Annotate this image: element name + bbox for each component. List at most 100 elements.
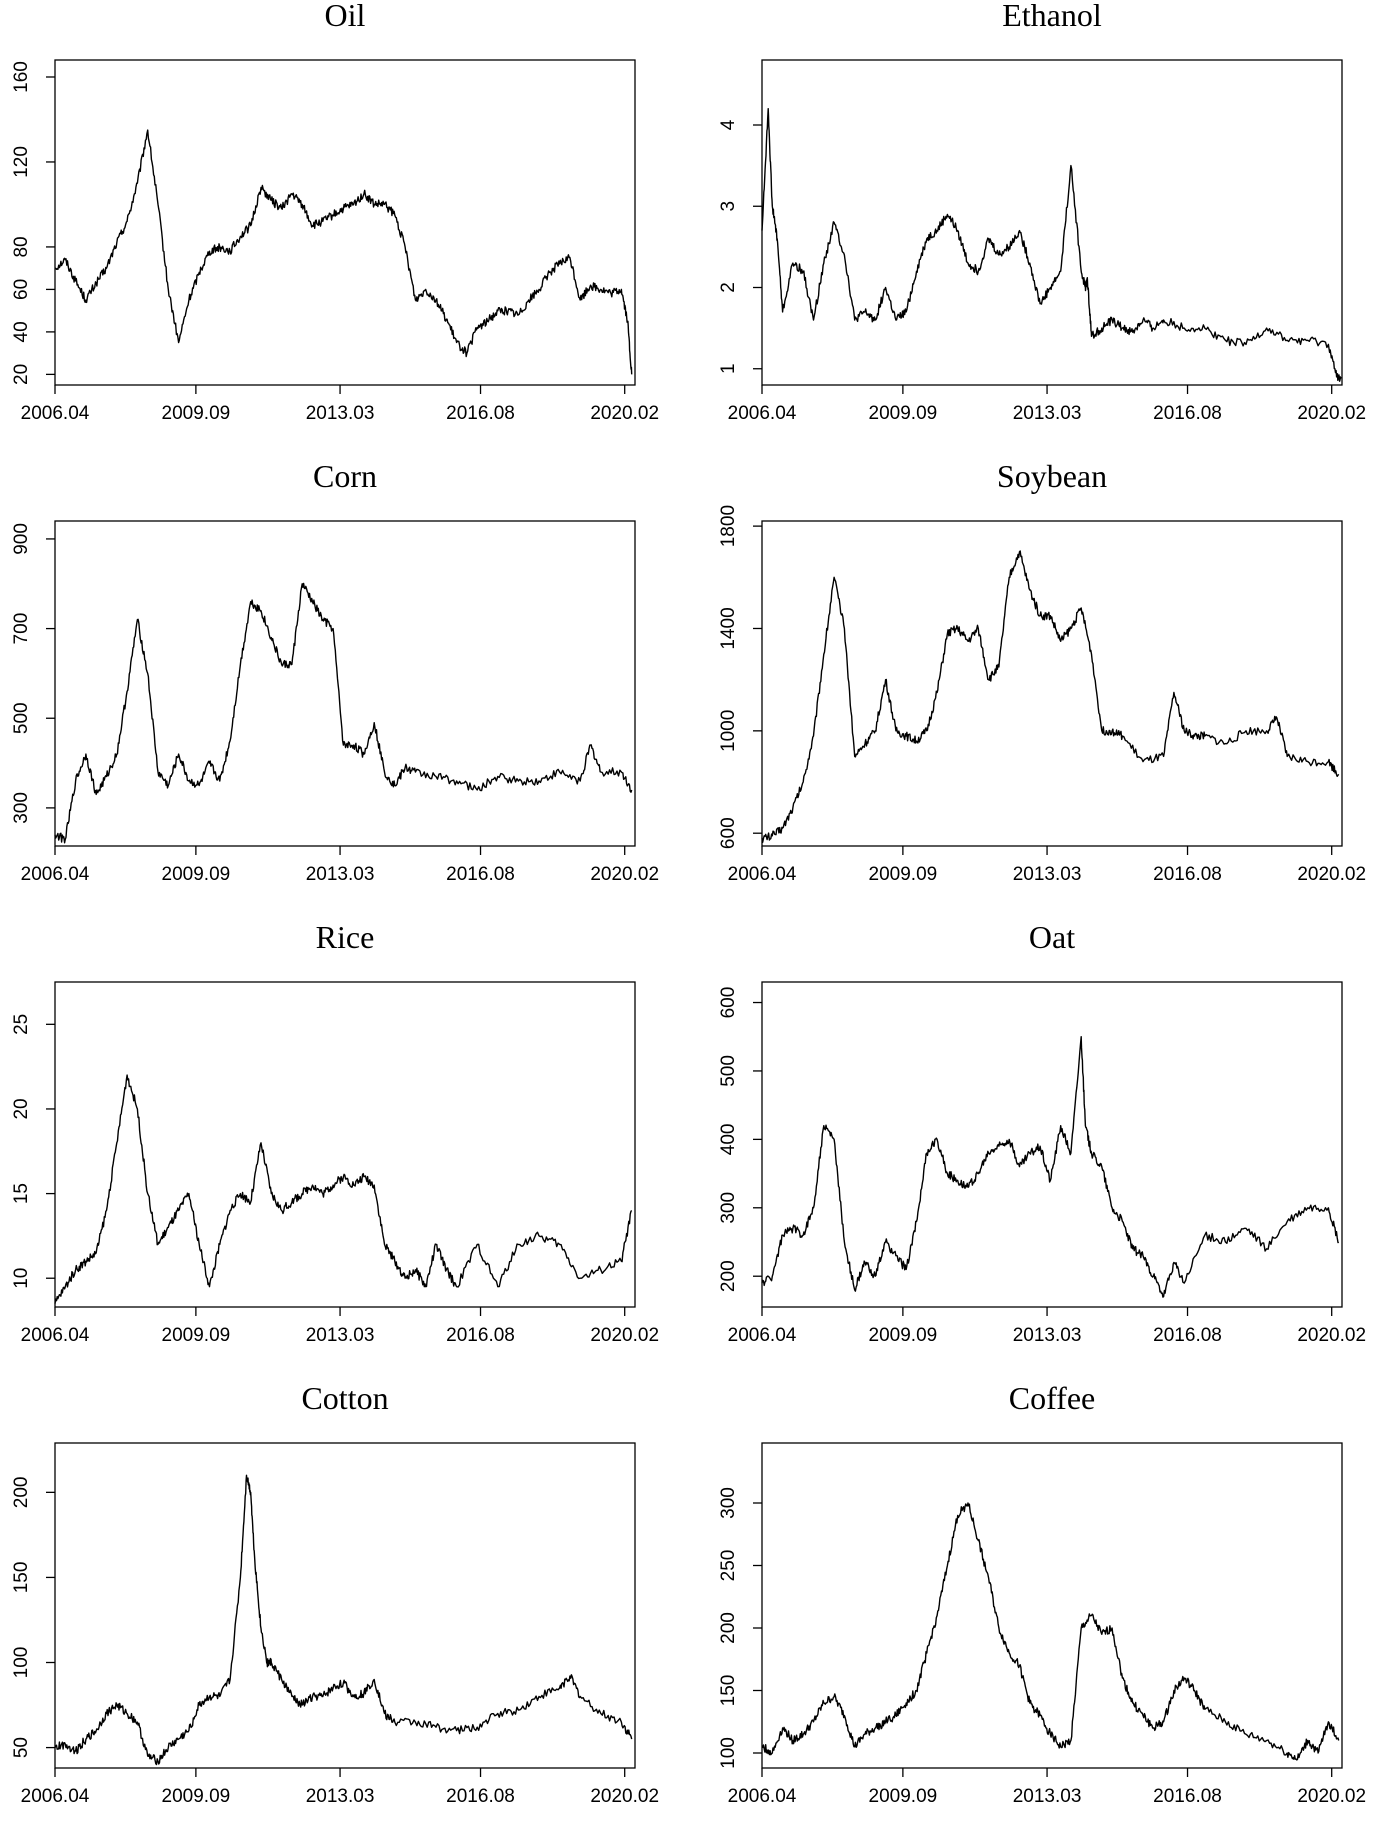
chart-1-x-tick-label-4: 2020.02 <box>1297 403 1366 424</box>
chart-0-x-tick-label-1: 2009.09 <box>162 403 231 424</box>
chart-6: Cotton 50 100 150 200 2006.04 2009.09 2013.03 20… <box>11 1380 659 1807</box>
chart-4-y-tick-label-0: 10 <box>11 1268 32 1289</box>
chart-0-y-tick-label-0: 20 <box>11 364 32 385</box>
chart-5-y-tick-label-1: 300 <box>718 1192 739 1224</box>
chart-5-x-tick-label-1: 2009.09 <box>869 1325 938 1346</box>
chart-7-x-tick-label-2: 2013.03 <box>1013 1786 1082 1807</box>
chart-6-x-tick-label-0: 2006.04 <box>21 1786 90 1807</box>
chart-6-frame <box>54 1442 636 1769</box>
chart-1-x-tick-label-3: 2016.08 <box>1153 403 1222 424</box>
chart-1-y-tick-label-0: 1 <box>718 363 739 374</box>
chart-0-y-tick-label-4: 120 <box>11 146 32 178</box>
chart-7-y-tick-label-0: 100 <box>718 1737 739 1769</box>
chart-6-y-tick-label-2: 150 <box>11 1562 32 1594</box>
chart-2-y-tick-label-0: 300 <box>11 792 32 824</box>
chart-7-x-tick-label-4: 2020.02 <box>1297 1786 1366 1807</box>
chart-7-y-tick-label-1: 150 <box>718 1675 739 1707</box>
chart-6-y-tick-label-1: 100 <box>11 1647 32 1679</box>
chart-5: Oat 200 300 400 500 600 2006.04 2009.09 2013.03 2… <box>718 919 1366 1346</box>
chart-5-y-tick-label-2: 400 <box>718 1124 739 1156</box>
chart-3-y-tick-label-0: 600 <box>718 817 739 849</box>
chart-3-x-tick-label-3: 2016.08 <box>1153 864 1222 885</box>
chart-2: Corn 300 500 700 900 2006.04 2009.09 2013.03 201… <box>11 458 659 885</box>
chart-0-x-tick-label-3: 2016.08 <box>446 403 515 424</box>
chart-1-y-tick-label-2: 3 <box>718 201 739 212</box>
chart-7-series-line <box>761 1502 1340 1761</box>
chart-0-title: Oil <box>325 0 366 33</box>
chart-4-x-tick-label-4: 2020.02 <box>590 1325 659 1346</box>
chart-7-x-tick-label-3: 2016.08 <box>1153 1786 1222 1807</box>
chart-2-x-tick-label-3: 2016.08 <box>446 864 515 885</box>
chart-7: Coffee 100 150 200 250 300 2006.04 2009.09 2013.… <box>718 1380 1366 1807</box>
chart-6-x-tick-label-4: 2020.02 <box>590 1786 659 1807</box>
chart-7-x-tick-label-0: 2006.04 <box>728 1786 797 1807</box>
chart-5-x-tick-label-0: 2006.04 <box>728 1325 797 1346</box>
chart-1-series-line <box>761 107 1342 382</box>
chart-4-y-tick-label-3: 25 <box>11 1014 32 1035</box>
chart-6-x-tick-label-3: 2016.08 <box>446 1786 515 1807</box>
chart-2-x-tick-label-1: 2009.09 <box>162 864 231 885</box>
chart-4-x-tick-label-2: 2013.03 <box>306 1325 375 1346</box>
chart-0-y-tick-label-2: 60 <box>11 279 32 300</box>
chart-5-x-tick-label-2: 2013.03 <box>1013 1325 1082 1346</box>
chart-3-x-tick-label-4: 2020.02 <box>1297 864 1366 885</box>
chart-4-y-tick-label-1: 15 <box>11 1183 32 1204</box>
chart-6-series-line <box>54 1474 633 1766</box>
chart-3: Soybean 600 1000 1400 1800 2006.04 2009.09 2013… <box>718 458 1366 885</box>
chart-2-frame <box>54 520 636 847</box>
chart-0-x-tick-label-2: 2013.03 <box>306 403 375 424</box>
chart-7-frame <box>761 1442 1343 1769</box>
chart-3-y-tick-label-2: 1400 <box>718 607 739 649</box>
chart-2-y-tick-label-1: 500 <box>11 702 32 734</box>
chart-6-x-tick-label-2: 2013.03 <box>306 1786 375 1807</box>
chart-3-x-tick-label-1: 2009.09 <box>869 864 938 885</box>
chart-3-x-tick-label-2: 2013.03 <box>1013 864 1082 885</box>
chart-3-y-tick-label-1: 1000 <box>718 710 739 752</box>
chart-6-x-tick-label-1: 2009.09 <box>162 1786 231 1807</box>
chart-6-y-tick-label-0: 50 <box>11 1737 32 1758</box>
chart-6-y-tick-label-3: 200 <box>11 1476 32 1508</box>
chart-0-y-tick-label-5: 160 <box>11 61 32 93</box>
chart-7-y-tick-label-3: 250 <box>718 1550 739 1582</box>
chart-2-y-tick-label-3: 900 <box>11 523 32 555</box>
chart-3-series-line <box>761 550 1340 843</box>
chart-0-x-tick-label-0: 2006.04 <box>21 403 90 424</box>
chart-3-x-tick-label-0: 2006.04 <box>728 864 797 885</box>
chart-1-y-tick-label-1: 2 <box>718 282 739 293</box>
chart-5-y-tick-label-0: 200 <box>718 1260 739 1292</box>
chart-5-frame <box>761 981 1343 1308</box>
chart-7-y-tick-label-2: 200 <box>718 1612 739 1644</box>
chart-6-title: Cotton <box>301 1380 388 1416</box>
chart-4-frame <box>54 981 636 1308</box>
chart-4-x-tick-label-1: 2009.09 <box>162 1325 231 1346</box>
chart-5-y-tick-label-4: 600 <box>718 987 739 1019</box>
chart-4-y-tick-label-2: 20 <box>11 1098 32 1119</box>
chart-4-x-tick-label-3: 2016.08 <box>446 1325 515 1346</box>
chart-0-frame <box>54 59 636 386</box>
chart-1-frame <box>761 59 1343 386</box>
chart-2-x-tick-label-2: 2013.03 <box>306 864 375 885</box>
chart-1-title: Ethanol <box>1002 0 1102 33</box>
chart-4: Rice 10 15 20 25 2006.04 2009.09 2013.03 2016.08… <box>11 919 659 1346</box>
chart-7-title: Coffee <box>1009 1380 1095 1416</box>
chart-4-series-line <box>54 1074 633 1304</box>
chart-0: Oil 20 40 60 80 120 160 2006.04 2009.09 2013.03 20… <box>11 0 659 424</box>
chart-5-y-tick-label-3: 500 <box>718 1055 739 1087</box>
chart-3-frame <box>761 520 1343 847</box>
chart-5-x-tick-label-4: 2020.02 <box>1297 1325 1366 1346</box>
chart-1-x-tick-label-0: 2006.04 <box>728 403 797 424</box>
chart-2-y-tick-label-2: 700 <box>11 613 32 645</box>
chart-3-y-tick-label-3: 1800 <box>718 505 739 547</box>
chart-7-x-tick-label-1: 2009.09 <box>869 1786 938 1807</box>
chart-2-x-tick-label-0: 2006.04 <box>21 864 90 885</box>
chart-3-title: Soybean <box>997 458 1107 494</box>
chart-0-y-tick-label-3: 80 <box>11 236 32 257</box>
chart-1: Ethanol 1 2 3 4 2006.04 2009.09 2013.03 2016.08 2… <box>718 0 1366 424</box>
chart-0-y-tick-label-1: 40 <box>11 321 32 342</box>
chart-5-series-line <box>761 1035 1340 1298</box>
chart-1-y-tick-label-3: 4 <box>718 119 739 130</box>
chart-7-y-tick-label-4: 300 <box>718 1487 739 1519</box>
chart-1-x-tick-label-2: 2013.03 <box>1013 403 1082 424</box>
chart-2-x-tick-label-4: 2020.02 <box>590 864 659 885</box>
